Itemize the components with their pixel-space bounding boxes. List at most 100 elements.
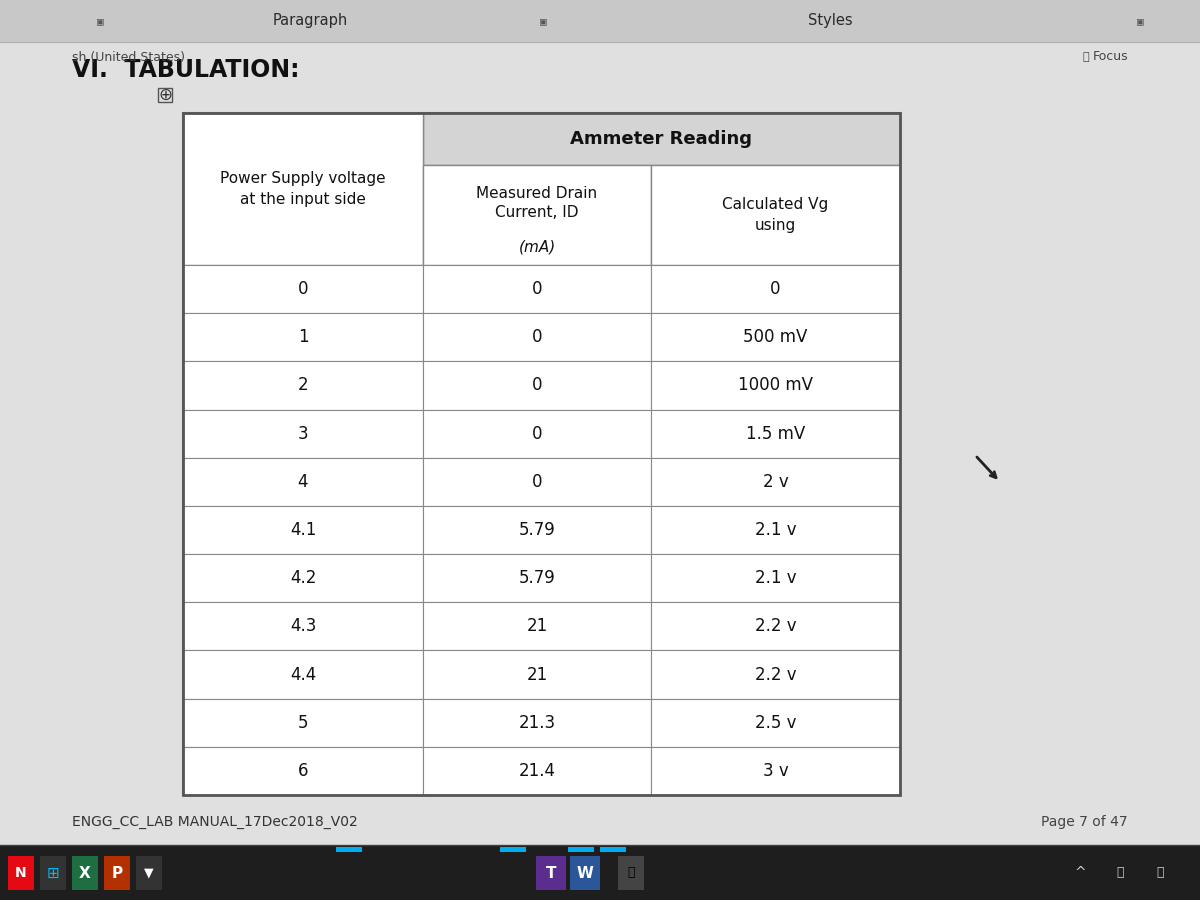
Text: 21.4: 21.4 xyxy=(518,762,556,780)
Text: Focus: Focus xyxy=(1092,50,1128,64)
Text: Calculated Vg
using: Calculated Vg using xyxy=(722,197,829,233)
Bar xyxy=(650,602,900,651)
Bar xyxy=(424,747,650,795)
Bar xyxy=(500,847,526,852)
Text: 2.1 v: 2.1 v xyxy=(755,521,797,539)
Bar xyxy=(570,856,600,890)
Bar xyxy=(182,362,424,410)
Text: (mA): (mA) xyxy=(518,239,556,255)
Bar xyxy=(650,554,900,602)
Text: ▣: ▣ xyxy=(540,16,546,26)
Text: 0: 0 xyxy=(532,376,542,394)
Bar xyxy=(8,856,34,890)
Text: Ammeter Reading: Ammeter Reading xyxy=(570,130,752,148)
Bar xyxy=(424,265,650,313)
Bar xyxy=(0,0,1200,42)
Bar xyxy=(536,856,566,890)
Bar xyxy=(182,506,424,554)
Bar xyxy=(424,554,650,602)
Bar xyxy=(424,362,650,410)
Text: sh (United States): sh (United States) xyxy=(72,50,185,64)
Text: 1.5 mV: 1.5 mV xyxy=(746,425,805,443)
Bar xyxy=(424,602,650,651)
Bar xyxy=(424,506,650,554)
Text: 5.79: 5.79 xyxy=(518,521,556,539)
Text: ^: ^ xyxy=(1074,866,1086,880)
Bar xyxy=(424,313,650,362)
Text: 0: 0 xyxy=(532,280,542,298)
Text: ⊕: ⊕ xyxy=(158,86,172,104)
Text: 21: 21 xyxy=(527,617,547,635)
Bar xyxy=(182,651,424,698)
Bar xyxy=(424,698,650,747)
Bar xyxy=(182,698,424,747)
Bar xyxy=(650,506,900,554)
Text: 21: 21 xyxy=(527,665,547,683)
Bar xyxy=(650,313,900,362)
Text: ▣: ▣ xyxy=(97,16,103,26)
Bar xyxy=(424,458,650,506)
Text: X: X xyxy=(79,866,91,880)
Bar xyxy=(182,554,424,602)
Text: 4.3: 4.3 xyxy=(290,617,316,635)
Text: 3: 3 xyxy=(298,425,308,443)
Text: ⊞: ⊞ xyxy=(47,866,59,880)
Bar xyxy=(650,698,900,747)
Bar xyxy=(568,847,594,852)
Text: 3 v: 3 v xyxy=(763,762,788,780)
Bar xyxy=(182,458,424,506)
Bar xyxy=(424,165,650,265)
Text: 0: 0 xyxy=(770,280,781,298)
Text: 🔊: 🔊 xyxy=(1157,867,1164,879)
Bar xyxy=(650,265,900,313)
Bar xyxy=(182,747,424,795)
Bar xyxy=(104,856,130,890)
Text: 5.79: 5.79 xyxy=(518,569,556,587)
Bar xyxy=(182,602,424,651)
Bar xyxy=(618,856,644,890)
Text: 2.1 v: 2.1 v xyxy=(755,569,797,587)
Bar xyxy=(182,113,900,795)
Text: Paragraph: Paragraph xyxy=(272,14,348,29)
Bar xyxy=(182,113,900,795)
Text: 21.3: 21.3 xyxy=(518,714,556,732)
Text: T: T xyxy=(546,866,557,880)
Text: Measured Drain
Current, ID: Measured Drain Current, ID xyxy=(476,185,598,220)
Text: 0: 0 xyxy=(298,280,308,298)
Bar xyxy=(0,845,1200,900)
Bar xyxy=(650,165,900,265)
Text: 2.2 v: 2.2 v xyxy=(755,617,797,635)
Text: 0: 0 xyxy=(532,472,542,490)
Text: N: N xyxy=(16,866,26,880)
Text: 📄: 📄 xyxy=(1082,52,1090,62)
Bar xyxy=(650,410,900,458)
Text: 1000 mV: 1000 mV xyxy=(738,376,814,394)
Text: W: W xyxy=(576,866,594,880)
Bar xyxy=(182,313,424,362)
Bar xyxy=(182,113,424,265)
Text: VI.  TABULATION:: VI. TABULATION: xyxy=(72,58,300,82)
Text: 0: 0 xyxy=(532,328,542,346)
Text: 6: 6 xyxy=(298,762,308,780)
Text: 0: 0 xyxy=(532,425,542,443)
Text: 5: 5 xyxy=(298,714,308,732)
Text: 🔔: 🔔 xyxy=(1116,867,1123,879)
Text: Page 7 of 47: Page 7 of 47 xyxy=(1042,815,1128,829)
Text: 4: 4 xyxy=(298,472,308,490)
Text: 2 v: 2 v xyxy=(763,472,788,490)
Bar xyxy=(650,458,900,506)
Text: 2.2 v: 2.2 v xyxy=(755,665,797,683)
Bar xyxy=(424,651,650,698)
Bar xyxy=(424,410,650,458)
Text: 1: 1 xyxy=(298,328,308,346)
Bar xyxy=(600,847,626,852)
Text: 2.5 v: 2.5 v xyxy=(755,714,797,732)
Bar xyxy=(182,265,424,313)
Bar xyxy=(336,847,362,852)
Text: Styles: Styles xyxy=(808,14,852,29)
Bar xyxy=(136,856,162,890)
Bar xyxy=(650,651,900,698)
Text: ▼: ▼ xyxy=(144,867,154,879)
Text: 4.1: 4.1 xyxy=(290,521,316,539)
Bar xyxy=(650,362,900,410)
